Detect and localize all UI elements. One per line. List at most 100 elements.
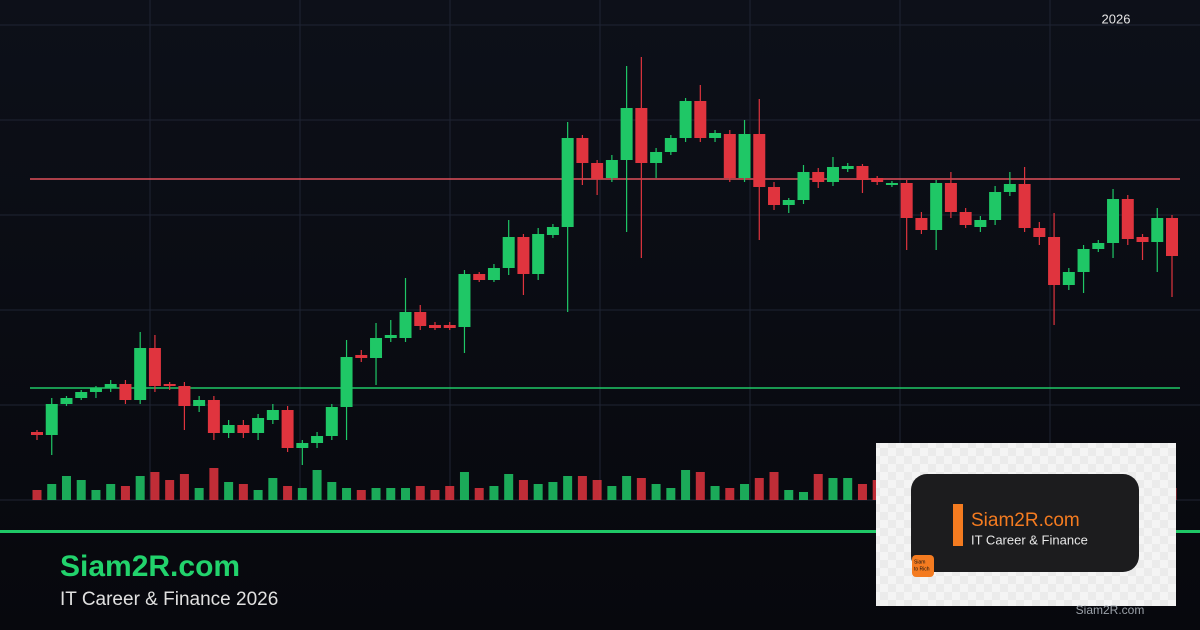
candle-body	[1062, 272, 1075, 285]
candle-body	[311, 436, 324, 443]
candle-body	[591, 163, 604, 179]
volume-bar	[651, 484, 661, 500]
candle-body	[487, 268, 500, 280]
candle-body	[826, 167, 839, 182]
candle-body	[930, 183, 943, 230]
watermark-badge	[912, 555, 934, 577]
candle-body	[517, 237, 530, 274]
volume-bar	[843, 478, 853, 500]
candle-body	[1166, 218, 1178, 256]
volume-bar	[179, 474, 189, 500]
volume-bar	[813, 474, 823, 500]
candle-body	[885, 183, 898, 185]
candle-body	[576, 138, 589, 163]
candle-body	[281, 410, 294, 448]
candle-body	[1033, 228, 1046, 237]
candle-body	[1092, 243, 1105, 249]
candle-body	[723, 134, 736, 178]
volume-bar	[798, 492, 808, 500]
candle-body	[370, 338, 383, 358]
volume-bar	[784, 490, 794, 500]
volume-bar	[32, 490, 42, 500]
candle-body	[384, 335, 397, 338]
volume-bar	[828, 478, 838, 500]
candle-body	[974, 220, 987, 227]
candle-body	[237, 425, 250, 433]
candle-body	[915, 218, 928, 230]
candle-body	[458, 274, 471, 327]
volume-bar	[209, 468, 219, 500]
volume-bar	[681, 470, 691, 500]
candle-body	[768, 187, 781, 205]
divider	[0, 530, 1200, 533]
volume-bar	[268, 478, 278, 500]
volume-bar	[91, 490, 101, 500]
candle-body	[1107, 199, 1120, 243]
volume-bar	[695, 472, 705, 500]
candle-body	[1018, 184, 1031, 228]
candle-body	[252, 418, 265, 433]
candle-body	[1003, 184, 1016, 192]
candle-body	[443, 325, 456, 328]
volume-bar	[238, 484, 248, 500]
candle-body	[414, 312, 427, 326]
candle-body	[1136, 237, 1149, 242]
volume-bar	[607, 486, 617, 500]
candle-body	[959, 212, 972, 225]
candle-body	[561, 138, 574, 227]
volume-bar	[135, 476, 145, 500]
volume-bar	[312, 470, 322, 500]
candle-body	[355, 355, 368, 358]
candle-body	[266, 410, 279, 420]
candle-body	[89, 388, 102, 392]
candle-body	[1077, 249, 1090, 272]
volume-bar	[224, 482, 234, 500]
candle-body	[679, 101, 692, 138]
candle-body	[753, 134, 766, 187]
candle-body	[605, 160, 618, 178]
candle-body	[75, 392, 88, 398]
candle-body	[650, 152, 663, 163]
year-label: 2026	[1102, 11, 1131, 26]
volume-bar	[61, 476, 71, 500]
candle-body	[148, 348, 161, 386]
volume-bar	[754, 478, 764, 500]
volume-bar	[165, 480, 175, 500]
volume-bar	[504, 474, 514, 500]
volume-bar	[563, 476, 573, 500]
brand-tagline: IT Career & Finance 2026	[60, 589, 278, 610]
candle-body	[856, 166, 869, 180]
volume-bar	[474, 488, 484, 500]
watermark-subtitle: IT Career & Finance	[971, 532, 1088, 547]
volume-bar	[386, 488, 396, 500]
volume-bar	[725, 488, 735, 500]
volume-bar	[150, 472, 160, 500]
candle-body	[738, 134, 751, 178]
candle-body	[1121, 199, 1134, 239]
volume-bar	[548, 482, 558, 500]
volume-bar	[857, 484, 867, 500]
candle-body	[502, 237, 515, 268]
candle-body	[900, 183, 913, 218]
candle-body	[163, 384, 176, 386]
candle-body	[620, 108, 633, 160]
candle-body	[31, 432, 43, 435]
candle-body	[989, 192, 1002, 220]
volume-bar	[769, 472, 779, 500]
candle-body	[178, 386, 191, 406]
candle-body	[782, 200, 795, 205]
watermark-title: Siam2R.com	[971, 510, 1080, 531]
candle-body	[325, 407, 338, 436]
candle-body	[104, 384, 117, 388]
volume-bar	[740, 484, 750, 500]
volume-bar	[445, 486, 455, 500]
volume-bar	[327, 482, 337, 500]
volume-bar	[283, 486, 293, 500]
watermark: Siam2R.com IT Career & Finance Siam to R…	[876, 443, 1176, 617]
volume-bar	[194, 488, 204, 500]
candle-body	[193, 400, 206, 406]
candle-body	[428, 325, 441, 328]
candle-body	[694, 101, 707, 138]
candle-body	[635, 108, 648, 163]
